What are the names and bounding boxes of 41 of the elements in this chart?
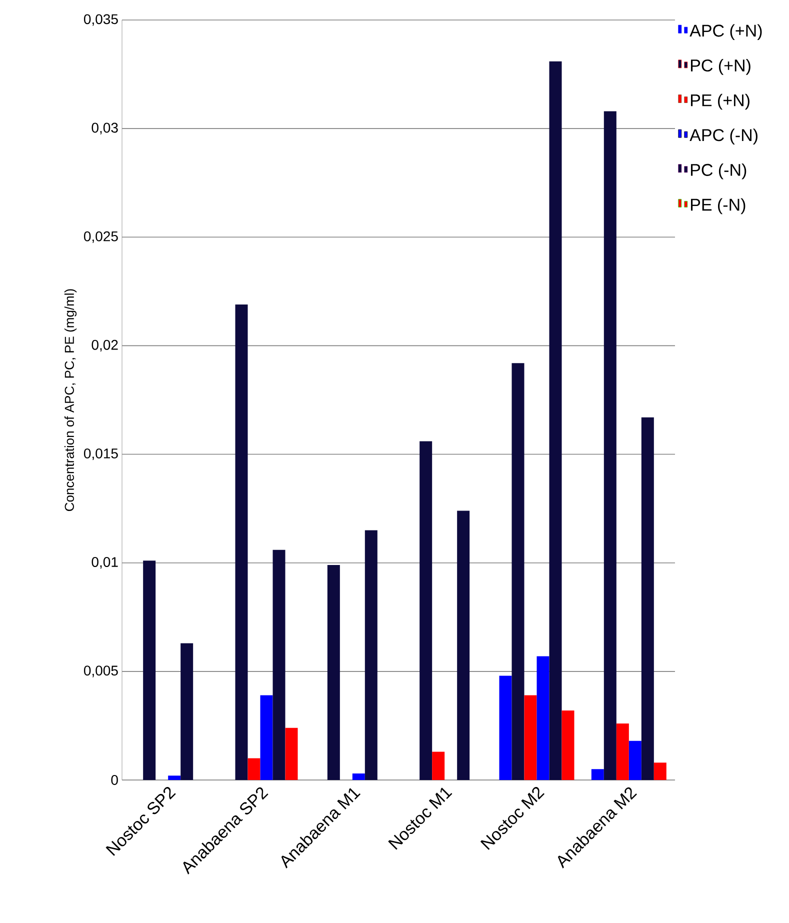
bar — [420, 441, 432, 780]
bar — [285, 728, 298, 780]
bar — [364, 530, 378, 780]
bar — [327, 565, 340, 780]
legend-label: PE (-N) — [690, 198, 746, 214]
y-tick-label: 0,03 — [92, 122, 118, 134]
bar — [549, 61, 562, 780]
y-tick-label: 0 — [111, 775, 118, 785]
legend-label: PC (+N) — [690, 59, 750, 75]
bar — [641, 417, 654, 780]
y-tick-label: 0,015 — [84, 448, 118, 460]
bar — [260, 695, 273, 780]
bar — [654, 762, 666, 780]
bar — [235, 304, 248, 780]
bar — [457, 510, 470, 780]
y-tick-label: 0,035 — [84, 14, 118, 26]
bar — [248, 758, 260, 780]
legend-label: PE (+N) — [690, 94, 750, 110]
bar — [512, 363, 524, 780]
y-axis-title: Concentration of APC, PC, PE (mg/ml) — [64, 289, 77, 511]
legend-label: PC (-N) — [690, 163, 746, 180]
bar — [616, 724, 629, 780]
y-tick-label: 0,02 — [92, 340, 118, 352]
bar — [143, 560, 156, 780]
bar — [432, 752, 445, 780]
bar — [272, 550, 286, 780]
bar — [180, 643, 194, 780]
bar — [604, 111, 616, 780]
y-tick-label: 0,005 — [84, 666, 118, 678]
bar — [628, 740, 642, 780]
bar — [536, 656, 550, 780]
bar — [524, 695, 537, 780]
bar — [562, 710, 574, 780]
bar — [499, 676, 512, 780]
bar — [591, 769, 604, 780]
legend-label: APC (+N) — [690, 24, 762, 40]
bar — [168, 776, 181, 780]
legend-label: APC (-N) — [690, 128, 758, 144]
y-tick-label: 0,025 — [84, 231, 118, 243]
y-tick-label: 0,01 — [92, 557, 118, 569]
bar — [352, 773, 365, 780]
